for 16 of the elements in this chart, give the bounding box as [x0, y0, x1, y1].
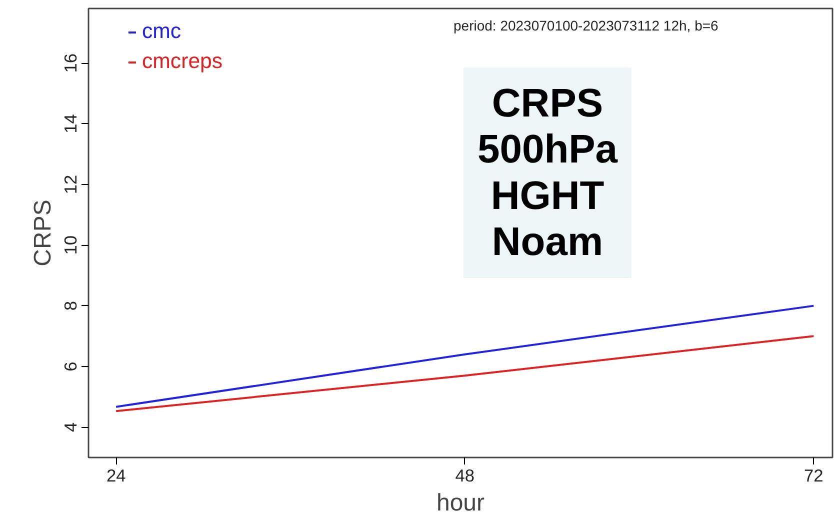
y-tick-label: 6	[60, 362, 80, 372]
y-tick-label: 12	[60, 174, 80, 194]
x-axis-title: hour	[436, 490, 485, 516]
y-tick-label: 4	[60, 422, 80, 432]
y-tick-label: 10	[60, 235, 80, 255]
x-tick-label: 24	[106, 466, 126, 486]
legend-label: cmcreps	[142, 49, 223, 74]
y-axis-title: CRPS	[30, 200, 56, 266]
x-tick-label: 72	[804, 466, 824, 486]
y-tick-label: 14	[60, 114, 80, 134]
y-tick-label: 16	[60, 53, 80, 73]
annotation: period: 2023070100-2023073112 12h, b=6	[454, 18, 719, 34]
annotation: CRPS 500hPa HGHT Noam	[477, 82, 618, 264]
x-tick-label: 48	[455, 466, 475, 486]
legend-label: cmc	[142, 19, 182, 44]
y-tick-label: 8	[60, 300, 80, 311]
